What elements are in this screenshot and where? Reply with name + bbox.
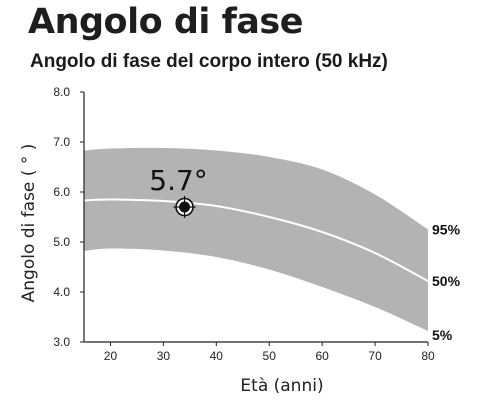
x-axis-label: Età (anni): [240, 376, 323, 396]
median-line: [83, 198, 429, 282]
chart-title: Angolo di fase del corpo intero (50 kHz): [30, 51, 388, 72]
y-axis-label: Angolo di fase ( ° ): [19, 144, 39, 303]
x-tick-label: 50: [263, 349, 277, 363]
x-tick-label: 70: [368, 349, 382, 363]
axes-layer: 3.0 4.0 5.0 6.0 7.0 8.0 20 30 40 50 60 70 80: [53, 85, 435, 363]
y-tick-label: 7.0: [53, 135, 70, 149]
x-tick-label: 60: [315, 349, 329, 363]
x-tick-label: 20: [104, 349, 118, 363]
y-tick-label: 4.0: [53, 285, 70, 299]
series-label-95pct: 95%: [432, 222, 461, 238]
page-title: Angolo di fase: [28, 2, 303, 42]
marker-value-label: 5.7°: [149, 164, 208, 197]
series-label-50pct: 50%: [432, 273, 461, 289]
label-layer: 95% 50% 5% 5.7°: [149, 164, 460, 343]
y-tick-label: 5.0: [53, 235, 70, 249]
y-tick-label: 6.0: [53, 185, 70, 199]
x-tick-label: 40: [210, 349, 224, 363]
percentile-band-layer: [83, 147, 429, 331]
x-tick-label: 80: [421, 349, 435, 363]
x-tick-label: 30: [157, 349, 171, 363]
y-tick-label: 3.0: [53, 335, 70, 349]
percentile-band: [84, 147, 428, 331]
series-label-5pct: 5%: [432, 327, 453, 343]
y-tick-label: 8.0: [53, 85, 70, 99]
marker-point: [179, 201, 191, 213]
